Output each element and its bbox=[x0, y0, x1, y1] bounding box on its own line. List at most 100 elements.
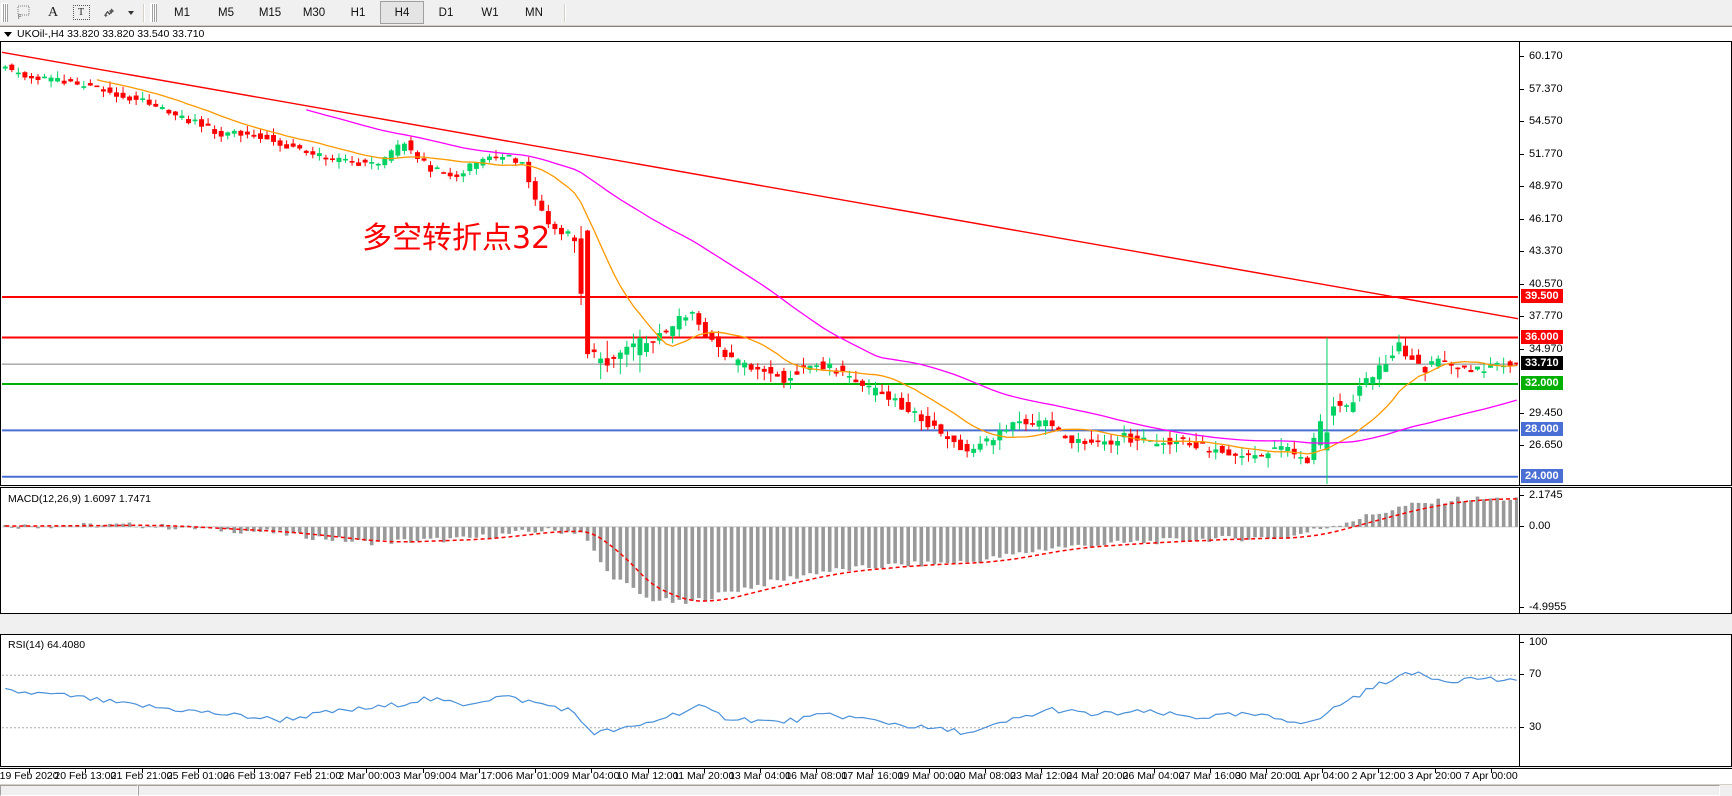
time-label-11: 10 Mar 12:00 bbox=[616, 770, 679, 782]
rsi-svg bbox=[2, 671, 1518, 736]
macd-indicator-pane[interactable]: MACD(12,26,9) 1.6097 1.7471 2.1745 0.00 -4… bbox=[0, 487, 1732, 614]
timeframe-m15[interactable]: M15 bbox=[258, 6, 282, 19]
time-label-14: 16 Mar 08:00 bbox=[785, 770, 848, 782]
time-label-20: 26 Mar 04:00 bbox=[1122, 770, 1185, 782]
toolbar-separator bbox=[143, 3, 145, 22]
macd-tick-2.1745: 2.1745 bbox=[1520, 489, 1563, 501]
rsi-indicator-pane[interactable]: RSI(14) 64.4080 100 70 30 bbox=[0, 634, 1732, 767]
time-tick-mark bbox=[422, 769, 424, 773]
time-label-15: 17 Mar 16:00 bbox=[841, 770, 904, 782]
price-plot-area[interactable]: 多空转折点32 bbox=[2, 43, 1518, 484]
timeframe-w1[interactable]: W1 bbox=[481, 6, 499, 19]
time-tick-mark bbox=[29, 769, 31, 773]
timeframe-d1[interactable]: D1 bbox=[438, 6, 454, 19]
price-tick-54.570: 54.570 bbox=[1520, 115, 1563, 127]
price-tag-28.000: 28.000 bbox=[1521, 422, 1563, 437]
time-tick-mark bbox=[535, 769, 537, 773]
time-label-10: 9 Mar 04:00 bbox=[563, 770, 620, 782]
timeframe-m30[interactable]: M30 bbox=[302, 6, 326, 19]
time-label-21: 27 Mar 16:00 bbox=[1178, 770, 1241, 782]
objects-icon[interactable] bbox=[95, 1, 123, 24]
crosshair-icon[interactable]: F bbox=[11, 1, 39, 24]
timeframe-h4[interactable]: H4 bbox=[380, 1, 424, 24]
time-tick-mark bbox=[647, 769, 649, 773]
time-label-25: 3 Apr 20:00 bbox=[1407, 770, 1462, 782]
time-tick-mark bbox=[1434, 769, 1436, 773]
price-tick-26.650: 26.650 bbox=[1520, 439, 1563, 451]
rsi-scale: 100 70 30 bbox=[1519, 635, 1731, 766]
time-tick-mark bbox=[254, 769, 255, 773]
time-tick-mark bbox=[816, 769, 818, 773]
status-bar bbox=[0, 784, 1732, 796]
time-tick-mark bbox=[1097, 769, 1099, 773]
price-tick-60.170: 60.170 bbox=[1520, 50, 1563, 62]
timeframe-m1[interactable]: M1 bbox=[174, 6, 190, 19]
time-label-26: 7 Apr 00:00 bbox=[1464, 770, 1518, 782]
status-segment-2 bbox=[138, 785, 1720, 796]
text-label-icon[interactable]: A bbox=[47, 4, 59, 20]
time-tick-mark bbox=[310, 769, 312, 773]
time-tick-mark bbox=[591, 769, 593, 773]
time-label-7: 3 Mar 09:00 bbox=[394, 770, 451, 782]
rsi-tick-30: 30 bbox=[1520, 721, 1541, 733]
price-tag-32.000: 32.000 bbox=[1521, 375, 1563, 390]
rsi-tick-70: 70 bbox=[1520, 668, 1541, 680]
price-tick-46.170: 46.170 bbox=[1520, 213, 1563, 225]
timeframe-mn[interactable]: MN bbox=[525, 6, 543, 19]
time-label-5: 27 Feb 21:00 bbox=[279, 770, 342, 782]
time-tick-mark bbox=[197, 769, 199, 773]
timeframe-h1[interactable]: H1 bbox=[350, 6, 366, 19]
time-label-22: 30 Mar 20:00 bbox=[1235, 770, 1297, 782]
macd-tick-0.00: 0.00 bbox=[1520, 520, 1550, 532]
time-label-23: 1 Apr 04:00 bbox=[1295, 770, 1350, 782]
time-label-19: 24 Mar 20:00 bbox=[1066, 770, 1129, 782]
time-label-24: 2 Apr 12:00 bbox=[1351, 770, 1406, 782]
time-label-16: 19 Mar 00:00 bbox=[897, 770, 960, 782]
timeframe-grip[interactable] bbox=[150, 3, 157, 22]
price-candlestick-svg bbox=[2, 51, 1518, 484]
time-tick-mark bbox=[928, 769, 930, 773]
time-tick-mark bbox=[1378, 769, 1380, 773]
collapse-triangle-icon[interactable] bbox=[4, 31, 12, 37]
time-label-3: 25 Feb 01:00 bbox=[166, 770, 229, 782]
macd-plot-area[interactable]: MACD(12,26,9) 1.6097 1.7471 bbox=[2, 489, 1518, 612]
time-label-6: 2 Mar 00:00 bbox=[338, 770, 395, 782]
price-tick-43.370: 43.370 bbox=[1520, 245, 1563, 257]
macd-label: MACD(12,26,9) 1.6097 1.7471 bbox=[8, 493, 152, 505]
time-label-0: 19 Feb 2020 bbox=[0, 770, 59, 782]
price-tick-57.370: 57.370 bbox=[1520, 83, 1563, 95]
time-tick-mark bbox=[872, 769, 874, 773]
symbol-info-bar[interactable]: UKOil-,H4 33.820 33.820 33.540 33.710 bbox=[0, 26, 1732, 41]
price-tag-39.500: 39.500 bbox=[1521, 288, 1563, 303]
price-scale[interactable]: 60.170 57.370 54.570 51.770 48.970 46.170 43.3… bbox=[1519, 42, 1731, 485]
time-axis[interactable]: 19 Feb 2020 20 Feb 13:00 21 Feb 21:00 25 Fe… bbox=[0, 768, 1732, 784]
time-label-9: 6 Mar 01:00 bbox=[507, 770, 564, 782]
price-chart-pane[interactable]: 多空转折点32 60.170 57.370 54.570 51.770 48.970 46… bbox=[0, 41, 1732, 486]
timeframe-m5[interactable]: M5 bbox=[218, 6, 234, 19]
rsi-plot-area[interactable]: RSI(14) 64.4080 bbox=[2, 636, 1518, 765]
rsi-label: RSI(14) 64.4080 bbox=[8, 639, 86, 651]
status-segment-1 bbox=[0, 785, 138, 796]
time-label-1: 20 Feb 13:00 bbox=[54, 770, 117, 782]
main-toolbar: F A T M1 M5 M15 M30 H1 H4 D1 W1 MN bbox=[0, 0, 1732, 26]
time-tick-mark bbox=[760, 769, 761, 773]
time-tick-mark bbox=[1041, 769, 1043, 773]
svg-text:F: F bbox=[18, 15, 22, 20]
text-box-icon[interactable]: T bbox=[67, 1, 95, 24]
time-label-13: 13 Mar 04:00 bbox=[729, 770, 791, 782]
time-tick-mark bbox=[478, 769, 480, 773]
chevron-down-icon[interactable] bbox=[123, 1, 139, 24]
price-tick-29.450: 29.450 bbox=[1520, 407, 1563, 419]
time-tick-mark bbox=[1209, 769, 1211, 773]
price-tick-37.770: 37.770 bbox=[1520, 310, 1563, 322]
time-label-18: 23 Mar 12:00 bbox=[1010, 770, 1073, 782]
price-tick-51.770: 51.770 bbox=[1520, 148, 1563, 160]
timeframe-group: M1 M5 M15 M30 H1 H4 D1 W1 MN bbox=[160, 1, 556, 24]
chart-annotation-text: 多空转折点32 bbox=[362, 221, 551, 256]
price-tag-33.710: 33.710 bbox=[1521, 356, 1563, 371]
toolbar-grip[interactable] bbox=[1, 3, 8, 22]
time-tick-mark bbox=[1322, 769, 1324, 773]
symbol-ohlc-text: UKOil-,H4 33.820 33.820 33.540 33.710 bbox=[17, 28, 205, 40]
time-label-17: 20 Mar 08:00 bbox=[953, 770, 1016, 782]
time-tick-mark bbox=[1153, 769, 1155, 773]
